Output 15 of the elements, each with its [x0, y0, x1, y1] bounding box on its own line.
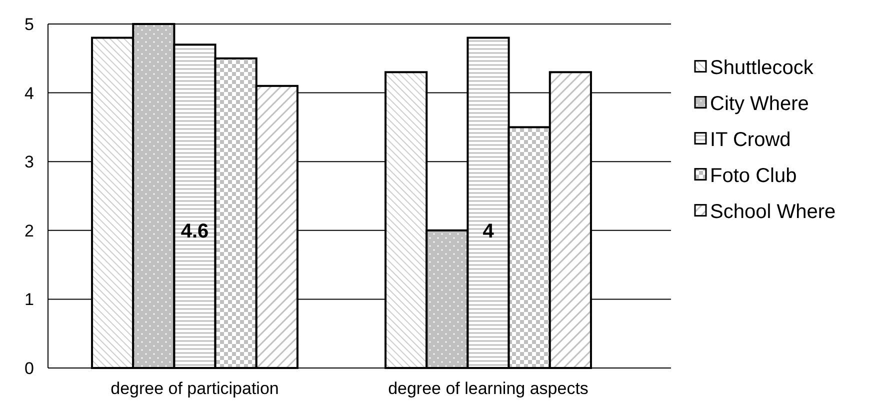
- y-tick-label: 4: [24, 84, 34, 103]
- x-tick-label: degree of learning aspects: [388, 379, 588, 398]
- legend-label: City Where: [710, 92, 809, 115]
- legend-label: IT Crowd: [710, 128, 791, 151]
- y-tick-label: 2: [24, 221, 34, 240]
- legend-label: Foto Club: [710, 164, 797, 187]
- y-tick-label: 0: [24, 358, 34, 378]
- annotation: 4.6: [180, 220, 209, 242]
- y-tick-label: 5: [24, 14, 34, 34]
- annotation: 4: [482, 220, 495, 242]
- legend-label: Shuttlecock: [710, 56, 814, 79]
- x-tick-label: degree of participation: [110, 379, 279, 398]
- y-tick-label: 3: [24, 152, 34, 172]
- y-tick-label: 1: [24, 290, 34, 310]
- legend-label: School Where: [710, 200, 836, 223]
